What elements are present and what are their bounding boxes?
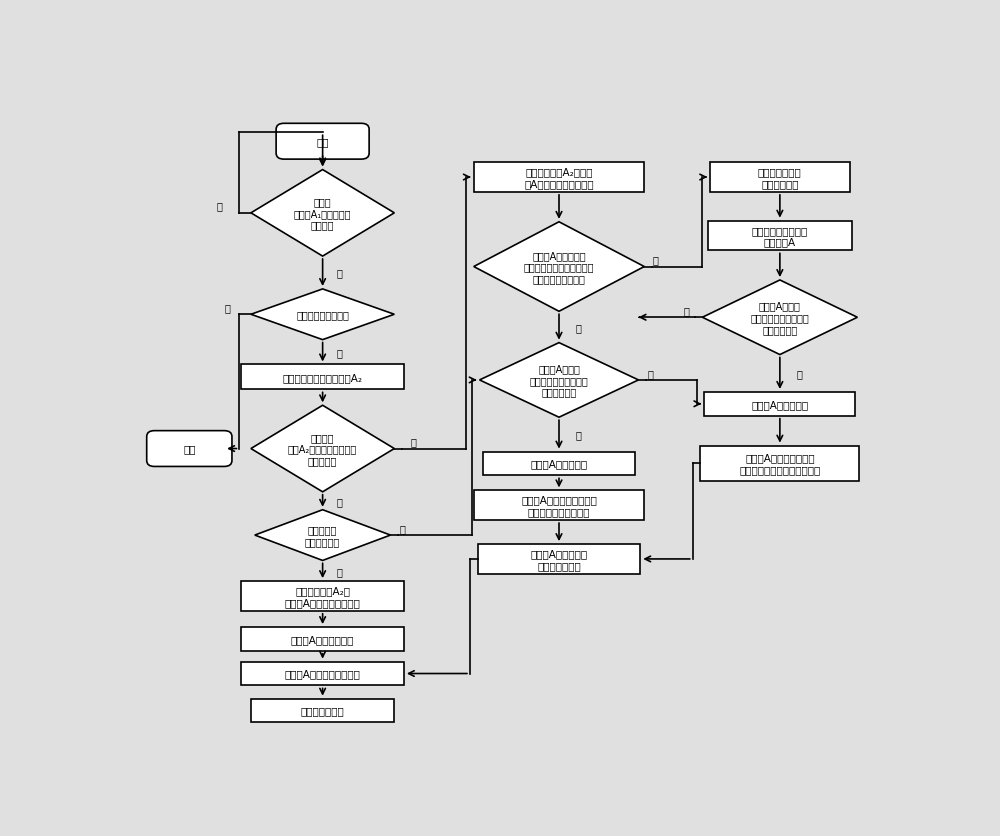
Text: 否: 否	[337, 348, 343, 358]
Text: 红外线传
感器A₂在规定时间内是否
探测到篮球: 红外线传 感器A₂在规定时间内是否 探测到篮球	[288, 432, 357, 466]
Polygon shape	[251, 289, 394, 340]
Text: 红外线
传感器A₁是否探测到
篮球经过: 红外线 传感器A₁是否探测到 篮球经过	[294, 197, 351, 230]
Bar	[700, 446, 859, 482]
Text: 处理器A是否只
接收到一个压力传感器
发送来的信息: 处理器A是否只 接收到一个压力传感器 发送来的信息	[530, 364, 588, 397]
Text: 处理器A获取最近时刻发送
来消息压力传感器编号: 处理器A获取最近时刻发送 来消息压力传感器编号	[521, 495, 597, 517]
Text: 处理器向多媒体
节点广播消息: 处理器向多媒体 节点广播消息	[758, 167, 802, 189]
FancyBboxPatch shape	[147, 431, 232, 466]
Text: 否: 否	[684, 306, 690, 316]
Bar	[704, 392, 855, 416]
Text: 是: 是	[575, 430, 581, 440]
Text: 处理器A进行罚球处理: 处理器A进行罚球处理	[291, 635, 354, 644]
Text: 是: 是	[337, 496, 343, 506]
Text: 否: 否	[217, 201, 223, 212]
Text: 开始: 开始	[316, 137, 329, 147]
Text: 是: 是	[575, 323, 581, 333]
Text: 否: 否	[653, 255, 659, 265]
Text: 否: 否	[647, 369, 653, 379]
Polygon shape	[474, 222, 644, 312]
Bar	[241, 627, 404, 651]
Text: 处理器A发送信息到显示器: 处理器A发送信息到显示器	[285, 669, 361, 679]
Text: 红外线传感器A₂向
处理器A发送罚球处理消息: 红外线传感器A₂向 处理器A发送罚球处理消息	[285, 585, 361, 607]
Text: 发送信息至红外线传感器A₂: 发送信息至红外线传感器A₂	[283, 373, 363, 383]
Text: 是: 是	[337, 268, 343, 278]
Bar	[241, 662, 404, 686]
Bar	[474, 491, 644, 521]
Text: 结束: 结束	[183, 444, 196, 454]
Bar	[478, 544, 640, 574]
Bar	[708, 222, 852, 251]
Text: 处理器A进行运动战
投球计分的处理: 处理器A进行运动战 投球计分的处理	[530, 548, 588, 570]
Polygon shape	[251, 405, 394, 492]
Text: 处理器A是否只
接收到一个无线多媒体
发送来的信息: 处理器A是否只 接收到一个无线多媒体 发送来的信息	[750, 301, 809, 334]
Text: 否: 否	[399, 523, 405, 533]
Polygon shape	[702, 281, 857, 355]
Text: 是: 是	[225, 303, 231, 313]
Polygon shape	[480, 344, 638, 418]
Text: 是: 是	[337, 566, 343, 576]
Text: 处理器A获取其编号: 处理器A获取其编号	[530, 459, 588, 469]
Text: 查看计时器是否超时: 查看计时器是否超时	[296, 310, 349, 320]
Text: 显示器显示得分: 显示器显示得分	[301, 706, 344, 716]
Text: 处理器A获取对媒体节点
发送来的时刻最小的节点编号: 处理器A获取对媒体节点 发送来的时刻最小的节点编号	[739, 453, 820, 475]
Bar	[251, 699, 394, 722]
Bar	[483, 452, 635, 476]
Polygon shape	[251, 171, 394, 257]
Text: 处理器A获取其编号: 处理器A获取其编号	[751, 400, 808, 410]
Text: 多媒体节点反馈信息
至处理器A: 多媒体节点反馈信息 至处理器A	[752, 226, 808, 247]
Bar	[474, 163, 644, 193]
Text: 是: 是	[796, 369, 802, 379]
Text: 红外线传感器A₂向处理
器A发送运动战进球消息: 红外线传感器A₂向处理 器A发送运动战进球消息	[524, 167, 594, 189]
Text: 计时器是否
处于暂停状态: 计时器是否 处于暂停状态	[305, 525, 340, 546]
Bar	[241, 365, 404, 390]
Text: 处理器A查看在一定
时间范围内是否接收到压力
传感器发送来的信息: 处理器A查看在一定 时间范围内是否接收到压力 传感器发送来的信息	[524, 251, 594, 283]
Text: 否: 否	[411, 437, 417, 447]
Polygon shape	[255, 510, 390, 561]
Bar	[241, 581, 404, 611]
FancyBboxPatch shape	[276, 125, 369, 160]
Bar	[710, 163, 850, 193]
